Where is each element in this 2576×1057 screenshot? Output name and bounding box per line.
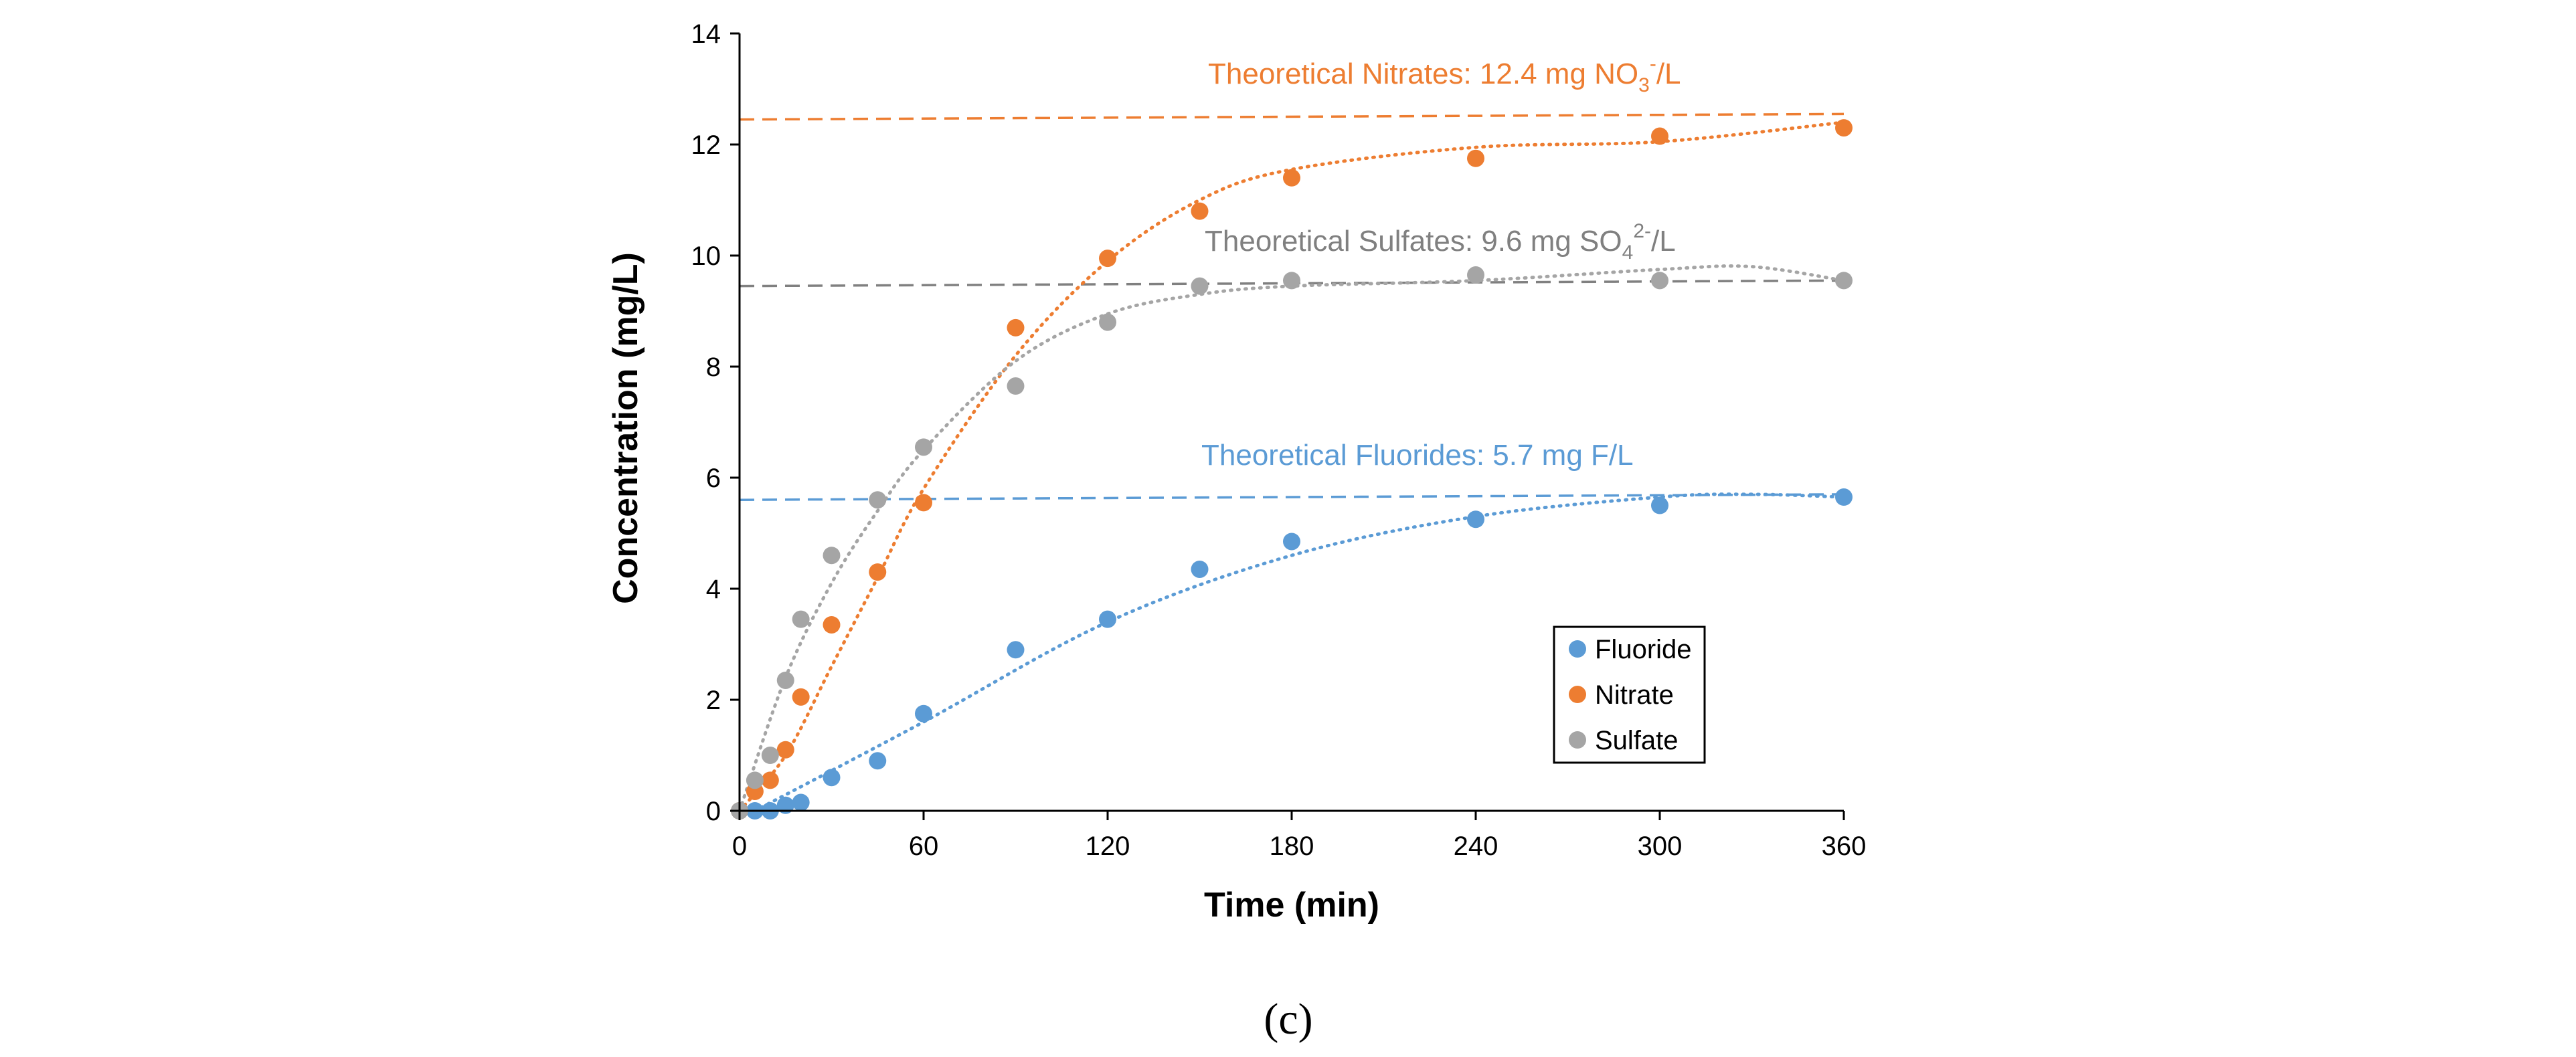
nitrate-point <box>1191 202 1209 220</box>
y-tick-label: 0 <box>706 797 721 826</box>
fluoride-point <box>823 769 841 787</box>
trend-line-fluoride <box>753 492 1846 813</box>
theoretical-label-fluorides: Theoretical Fluorides: 5.7 mg F/L <box>1201 439 1634 472</box>
y-tick-label: 8 <box>706 353 721 382</box>
nitrate-point <box>915 494 932 512</box>
sulfate-point <box>869 491 887 509</box>
nitrate-point <box>776 741 794 759</box>
trend-line-nitrate <box>738 120 1846 813</box>
sulfate-point <box>1283 272 1300 290</box>
x-axis-title: Time (min) <box>1204 886 1379 925</box>
fluoride-point <box>1099 610 1116 628</box>
fluoride-point <box>1007 641 1025 659</box>
legend-marker-sulfate <box>1569 731 1586 749</box>
trend-lines <box>738 120 1846 813</box>
sulfate-point <box>776 671 794 689</box>
x-tick-label: 60 <box>909 832 939 861</box>
legend-label-fluoride: Fluoride <box>1595 635 1692 664</box>
fluoride-point <box>1191 560 1209 578</box>
nitrate-point <box>761 771 779 789</box>
sulfate-point <box>823 547 841 565</box>
y-tick-label: 10 <box>691 242 721 271</box>
theoretical-label-nitrates: Theoretical Nitrates: 12.4 mg NO3-/L <box>1208 53 1681 96</box>
nitrate-point <box>823 615 841 634</box>
nitrate-point <box>1283 169 1300 187</box>
sulfate-point <box>746 771 764 789</box>
x-tick-label: 120 <box>1086 832 1130 861</box>
fluoride-point <box>1835 488 1853 506</box>
theoretical-labels: Theoretical Nitrates: 12.4 mg NO3-/L Theo… <box>1201 53 1681 472</box>
fluoride-point <box>792 793 810 811</box>
axes: 0 2 4 6 8 10 12 14 0 60 120 180 240 300 360 <box>691 19 1867 861</box>
fluoride-point <box>776 796 794 814</box>
sulfate-point <box>1191 277 1209 295</box>
panel-label: (c) <box>1264 995 1312 1044</box>
y-tick-label: 2 <box>706 686 721 715</box>
nitrate-point <box>792 688 810 706</box>
theoretical-label-sulfates: Theoretical Sulfates: 9.6 mg SO42-/L <box>1205 220 1676 264</box>
fluoride-point <box>869 752 887 770</box>
y-tick-label: 14 <box>691 19 721 49</box>
nitrate-point <box>1007 318 1025 337</box>
x-tick-label: 240 <box>1454 832 1498 861</box>
fluoride-point <box>1651 496 1668 514</box>
nitrate-point <box>869 563 887 581</box>
sulfate-point <box>1651 272 1668 290</box>
sulfate-point <box>915 438 932 456</box>
y-tick-label: 12 <box>691 130 721 160</box>
legend-marker-fluoride <box>1569 640 1586 658</box>
y-ticks: 0 2 4 6 8 10 12 14 <box>691 19 740 826</box>
nitrate-point <box>1651 127 1668 145</box>
nitrate-point <box>1835 119 1853 137</box>
x-tick-label: 0 <box>732 832 747 861</box>
x-tick-label: 180 <box>1270 832 1314 861</box>
sulfate-point <box>1099 313 1116 331</box>
x-tick-label: 360 <box>1822 832 1867 861</box>
sulfate-point <box>1835 272 1853 290</box>
legend-label-nitrate: Nitrate <box>1595 680 1674 710</box>
y-tick-label: 4 <box>706 575 721 604</box>
sulfate-point <box>792 610 810 628</box>
x-tick-label: 300 <box>1638 832 1683 861</box>
y-tick-label: 6 <box>706 464 721 493</box>
theoretical-line-nitrates <box>739 112 1844 121</box>
trend-line-sulfate <box>738 264 1846 813</box>
y-axis-title: Concentration (mg/L) <box>606 252 645 604</box>
legend-marker-nitrate <box>1569 686 1586 703</box>
legend: Fluoride Nitrate Sulfate <box>1553 626 1706 764</box>
data-points <box>731 119 1853 820</box>
fluoride-point <box>1467 510 1484 528</box>
sulfate-point <box>1007 377 1025 395</box>
sulfate-point <box>761 747 779 764</box>
nitrate-point <box>1099 250 1116 268</box>
nitrate-point <box>1467 149 1484 167</box>
fluoride-point <box>1283 533 1300 551</box>
fluoride-point <box>915 704 932 723</box>
x-ticks: 0 60 120 180 240 300 360 <box>732 811 1867 861</box>
legend-label-sulfate: Sulfate <box>1595 726 1679 755</box>
legend-entries: Fluoride Nitrate Sulfate <box>1569 635 1692 755</box>
sulfate-point <box>1467 266 1484 284</box>
